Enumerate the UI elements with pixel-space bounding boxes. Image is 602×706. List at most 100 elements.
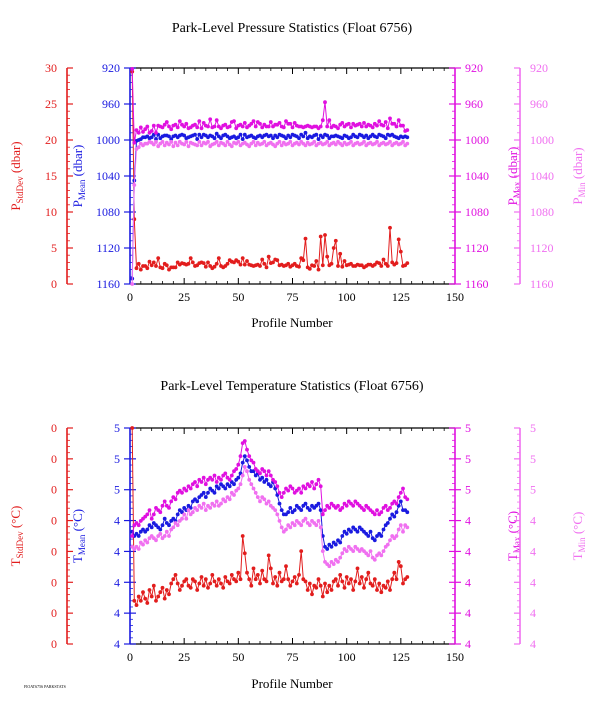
stddev-data-point [214,261,219,266]
x-tick-label: 125 [392,290,410,304]
min-data-point [303,516,308,521]
mean-data-point [349,529,353,534]
stddev-data-point [357,581,362,586]
max-data-point [253,124,258,129]
stddev-data-point [225,261,230,266]
mean-data-point [193,132,197,137]
mean-data-point [136,534,141,538]
min-data-point [173,140,178,145]
max-data-point [201,475,206,480]
stddev-data-point [145,266,150,271]
mean-tick-label: 920 [102,61,120,75]
stddev-data-point [333,577,338,582]
max-series-line [131,440,408,537]
stddev-data-point [154,598,158,603]
mean-data-point [268,133,273,138]
max-data-point [141,130,145,134]
stddev-data-point [238,577,243,582]
min-data-point [141,542,145,547]
min-data-point [340,551,345,556]
min-series-line [131,465,408,568]
min-data-point [331,562,336,566]
max-tick-label: 1120 [465,241,489,255]
stddev-data-point [193,579,197,584]
stddev-data-point [364,577,369,582]
mean-data-point [279,508,284,512]
mean-data-point [318,508,323,512]
stddev-data-point [398,564,403,569]
min-tick-label: 1120 [530,241,554,255]
stddev-data-point [245,259,249,263]
min-data-point [381,549,386,553]
stddev-data-point [210,573,215,577]
min-data-point [288,139,293,144]
stddev-data-point [366,570,371,575]
min-data-point [175,143,180,148]
min-data-point [154,139,158,144]
stddev-tick-label: 25 [45,97,57,111]
x-axis-label: Profile Number [251,315,333,330]
stddev-data-point [299,549,304,553]
max-tick-label: 4 [465,575,471,589]
stddev-data-point [323,233,327,237]
mean-data-point [195,499,200,504]
mean-tick-label: 4 [114,544,120,558]
mean-data-point [206,490,210,495]
stddev-axis-label: TStdDev (°C) [8,506,25,567]
stddev-data-point [396,237,401,242]
stddev-data-point [284,564,288,569]
max-data-point [227,124,232,129]
mean-data-point [219,136,223,141]
min-data-point [351,549,356,553]
stddev-data-point [388,588,392,592]
stddev-data-point [236,570,241,575]
min-data-point [219,501,223,506]
min-tick-label: 4 [530,637,536,651]
stddev-data-point [372,577,377,582]
min-data-point [379,553,384,558]
stddev-data-point [138,598,143,603]
mean-data-point [325,547,330,551]
mean-data-point [355,135,360,140]
stddev-data-point [201,261,206,265]
min-data-point [405,141,410,146]
min-data-point [349,139,353,144]
mean-tick-label: 1160 [96,277,120,291]
mean-data-point [307,508,312,512]
mean-data-point [212,490,217,495]
stddev-data-point [180,583,184,588]
max-data-point [336,126,340,131]
max-data-point [247,454,252,458]
min-data-point [362,139,366,144]
mean-data-point [212,136,217,141]
max-data-point [392,121,397,126]
min-tick-label: 4 [530,606,536,620]
max-data-point [346,121,351,126]
max-data-point [292,121,297,125]
stddev-data-point [281,577,286,582]
max-data-point [377,119,382,123]
stddev-tick-label: 10 [45,205,57,219]
max-data-point [357,121,362,126]
max-data-point [149,516,154,521]
max-data-point [175,125,180,130]
chart-title: Park-Level Pressure Statistics (Float 67… [172,21,413,36]
stddev-data-point [173,573,178,577]
min-data-point [247,144,252,149]
max-data-point [251,119,256,123]
stddev-data-point [238,262,243,267]
min-tick-label: 960 [530,97,548,111]
stddev-data-point [346,581,351,586]
mean-axis-label: PMean (dbar) [70,145,87,208]
stddev-data-point [392,570,397,575]
min-data-point [208,506,213,510]
stddev-data-point [325,254,330,259]
stddev-data-point [160,585,165,590]
min-data-point [299,523,304,528]
min-tick-label: 4 [530,575,536,589]
stddev-data-point [138,267,143,272]
max-data-point [318,484,323,489]
stddev-data-point [385,264,390,268]
min-data-point [180,516,184,521]
